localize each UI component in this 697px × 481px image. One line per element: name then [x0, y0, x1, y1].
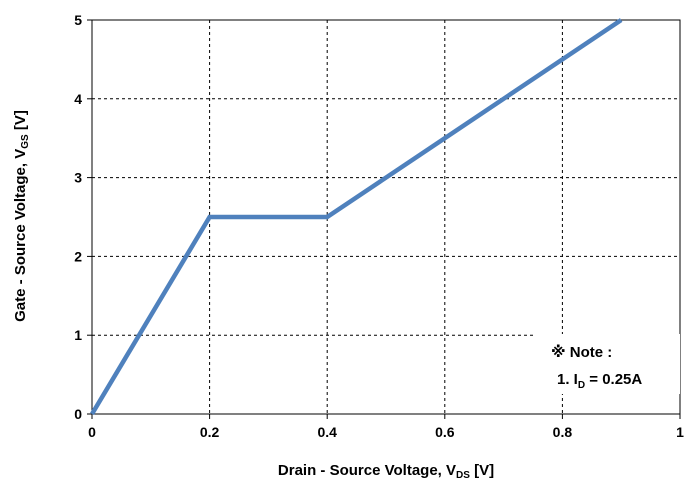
note-title: ※ Note :: [551, 343, 612, 361]
x-tick-label: 0.4: [317, 424, 337, 440]
note-box: [534, 334, 680, 394]
x-tick-label: 0.6: [435, 424, 455, 440]
tick-labels: 0 0.2 0.4 0.6 0.8 1 0 1 2 3 4 5: [74, 12, 684, 440]
series-line: [90, 18, 623, 416]
y-tick-label: 0: [74, 406, 82, 422]
y-tick-label: 1: [74, 327, 82, 343]
x-tick-label: 1: [676, 424, 684, 440]
plot-frame: [87, 19, 681, 419]
x-axis-title: Drain - Source Voltage, VDS [V]: [278, 462, 494, 481]
x-tick-label: 0.2: [200, 424, 220, 440]
x-tick-label: 0.8: [553, 424, 573, 440]
y-tick-label: 5: [74, 12, 82, 28]
y-tick-label: 3: [74, 170, 82, 186]
plot-border: [91, 19, 681, 415]
y-tick-label: 2: [74, 248, 82, 264]
series-layer: [90, 18, 623, 416]
y-tick-label: 4: [74, 91, 82, 107]
x-tick-label: 0: [88, 424, 96, 440]
note-line-1: 1. ID = 0.25A: [557, 371, 642, 391]
y-axis-title: Gate - Source Voltage, VGS [V]: [12, 110, 31, 322]
